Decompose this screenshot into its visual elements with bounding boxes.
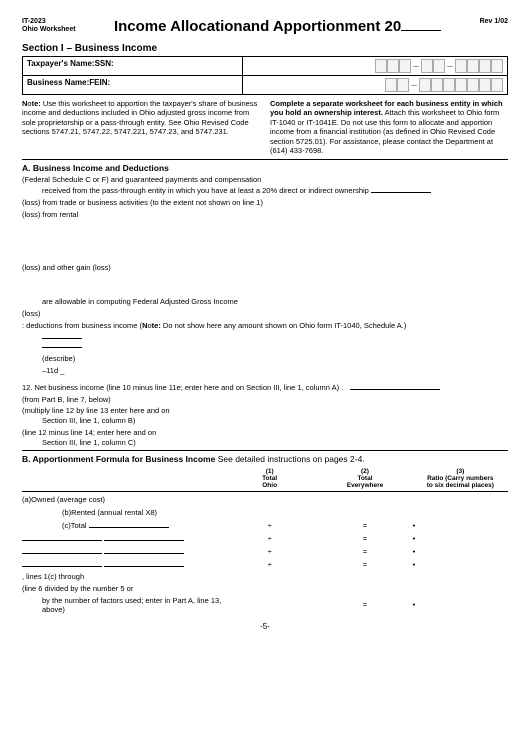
line-11d: –11d _ [22, 366, 508, 376]
describe-label: (describe) [22, 354, 508, 364]
underline-field[interactable] [89, 520, 169, 528]
underline-field[interactable] [104, 546, 184, 554]
row-lines-through: , lines 1(c) through [22, 572, 508, 582]
underline-field[interactable] [22, 533, 102, 541]
line-1: (Federal Schedule C or F) and guaranteed… [22, 175, 508, 196]
part-b-heading: B. Apportionment Formula for Business In… [22, 454, 508, 464]
column-headers: (1) Total Ohio (2) Total Everywhere (3) … [22, 468, 508, 492]
blank-field[interactable] [350, 382, 440, 390]
appo-row-u1: ÷ = • [22, 532, 508, 544]
part-a-heading: A. Business Income and Deductions [22, 163, 508, 173]
underline-field[interactable] [22, 546, 102, 554]
taxpayer-label: Taxpayer's Name:SSN: [23, 57, 243, 75]
underline-field[interactable] [22, 559, 102, 567]
appo-row-u3: ÷ = • [22, 558, 508, 570]
line-15: (line 12 minus line 14; enter here and o… [22, 428, 508, 448]
line-12: 12. Net business income (line 10 minus l… [22, 382, 508, 393]
divider [22, 450, 508, 451]
equals-symbol: = [363, 521, 367, 530]
note-left: Note: Use this worksheet to apportion th… [22, 99, 260, 155]
col-1-header: (1) Total Ohio [222, 468, 317, 489]
appo-row-b: (b)Rented (annual rental X8) [22, 506, 508, 518]
line-3: (loss) from rental [22, 210, 508, 220]
blank-field[interactable] [371, 185, 431, 193]
identity-box: Taxpayer's Name:SSN: – – Business Name:F… [22, 56, 508, 95]
line-4: (loss) and other gain (loss) [22, 263, 508, 273]
taxpayer-row: Taxpayer's Name:SSN: – – [23, 57, 507, 76]
divider [22, 159, 508, 160]
underline-field[interactable] [104, 559, 184, 567]
revision: Rev 1/02 [480, 18, 508, 25]
business-row: Business Name:FEIN: – [23, 76, 507, 94]
dot-symbol: • [413, 521, 416, 530]
ssn-boxes[interactable]: – – [243, 57, 507, 75]
line-13: (from Part B, line 7, below) [22, 395, 508, 405]
note-columns: Note: Use this worksheet to apportion th… [22, 99, 508, 155]
line-7: : deductions from business income (Note:… [22, 321, 508, 331]
business-label: Business Name:FEIN: [23, 76, 243, 94]
page-header: IT-2023 Ohio Worksheet Income Allocation… [22, 18, 508, 35]
line-6: (loss) [22, 309, 508, 319]
fein-boxes[interactable]: – [243, 76, 507, 94]
line-14: (multiply line 12 by line 13 enter here … [22, 406, 508, 426]
underline-field[interactable] [42, 338, 82, 339]
underline-field[interactable] [42, 347, 82, 348]
divide-symbol: ÷ [268, 521, 272, 530]
appo-row-u2: ÷ = • [22, 545, 508, 557]
col-3-header: (3) Ratio (Carry numbers to six decimal … [413, 468, 508, 489]
form-page: IT-2023 Ohio Worksheet Income Allocation… [0, 0, 530, 749]
jurisdiction: Ohio Worksheet [22, 26, 76, 34]
appo-row-c: (c)Total ÷ = • [22, 519, 508, 531]
section-1-heading: Section I – Business Income [22, 43, 508, 54]
appo-row-a: (a)Owned (average cost) [22, 493, 508, 505]
page-number: -5- [22, 622, 508, 631]
line-2: (loss) from trade or business activities… [22, 198, 508, 208]
form-id: IT-2023 [22, 18, 76, 26]
note-left-text: Use this worksheet to apportion the taxp… [22, 99, 257, 136]
appo-row-final: by the number of factors used; enter in … [22, 596, 508, 614]
line-5: are allowable in computing Federal Adjus… [22, 297, 508, 307]
page-title: Income Allocationand Apportionment 20 [76, 18, 480, 35]
note-right: Complete a separate worksheet for each b… [270, 99, 508, 155]
underline-field[interactable] [104, 533, 184, 541]
form-id-block: IT-2023 Ohio Worksheet [22, 18, 76, 35]
row-line6-div: (line 6 divided by the number 5 or [22, 584, 508, 594]
col-2-header: (2) Total Everywhere [317, 468, 412, 489]
